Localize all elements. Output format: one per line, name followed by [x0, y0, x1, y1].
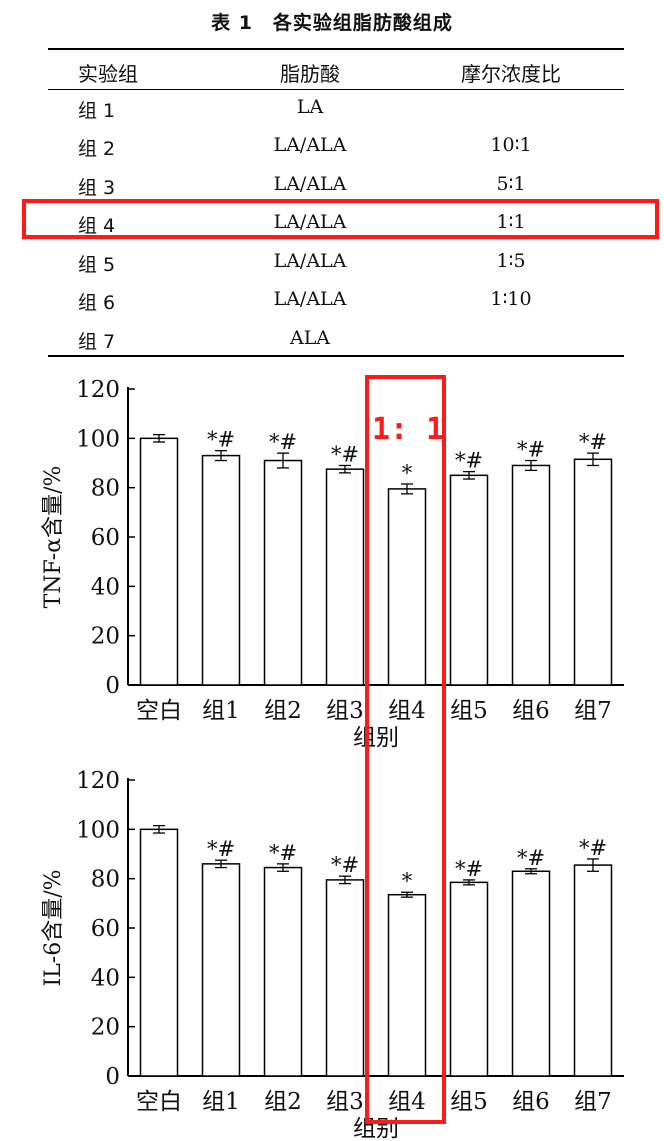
significance-label: *#	[579, 836, 607, 860]
x-tick-label: 组1	[202, 698, 240, 724]
bar	[387, 488, 427, 686]
y-tick-label: 60	[91, 525, 120, 551]
y-tick-label: 120	[76, 768, 120, 794]
table-cell-group: 组 6	[78, 292, 116, 314]
x-axis-label: 组别	[353, 725, 399, 751]
y-tick-label: 80	[91, 476, 120, 502]
significance-label: *#	[269, 841, 297, 865]
bar	[511, 870, 551, 1077]
table-cell-fatty-acid: LA/ALA	[273, 250, 347, 272]
table-cell-ratio: 1∶10	[490, 288, 532, 310]
table-cell-group: 组 3	[78, 177, 116, 199]
y-axis-label: IL-6含量/%	[41, 869, 66, 986]
table-cell-fatty-acid: LA/ALA	[273, 288, 347, 310]
table-title: 表 1 各实验组脂肪酸组成	[211, 12, 453, 34]
table-header-rule	[48, 89, 624, 90]
significance-label: *	[402, 461, 413, 485]
x-tick-label: 组1	[202, 1089, 240, 1115]
table-bottom-rule	[48, 355, 624, 357]
significance-label: *#	[455, 449, 483, 473]
significance-label: *#	[517, 846, 545, 870]
il6-chart: 0 20 40 60 80 100 120 IL-6含量/% 空白 *# 组1 *# 组2 *# 组3 * 组4…	[41, 768, 624, 1141]
table-cell-group: 组 4	[78, 215, 116, 237]
bar	[139, 828, 179, 1077]
y-tick-label: 40	[91, 574, 120, 600]
highlight-label: 1: 1	[372, 412, 445, 447]
bar	[201, 863, 241, 1077]
y-tick-label: 100	[76, 426, 120, 452]
table-cell-group: 组 5	[78, 254, 116, 276]
bar	[573, 458, 613, 686]
table-header-ratio: 摩尔浓度比	[461, 62, 561, 86]
table-top-rule	[48, 48, 624, 50]
significance-label: *#	[331, 442, 359, 466]
table-cell-ratio: 10∶1	[490, 134, 532, 156]
significance-label: *#	[331, 853, 359, 877]
x-tick-label: 组5	[450, 698, 488, 724]
y-axis-label: TNF-α含量/%	[41, 466, 66, 609]
x-tick-label: 组6	[512, 698, 550, 724]
x-tick-label: 组3	[326, 698, 364, 724]
significance-label: *	[402, 869, 413, 893]
y-tick-label: 20	[91, 1015, 120, 1041]
significance-label: *#	[455, 857, 483, 881]
y-tick-label: 100	[76, 817, 120, 843]
table-cell-fatty-acid: ALA	[289, 327, 331, 349]
x-tick-label: 组2	[264, 1089, 302, 1115]
bar	[573, 864, 613, 1077]
table-cell-fatty-acid: LA	[296, 96, 324, 118]
table-cell-ratio: 1∶1	[496, 211, 526, 233]
table-header-group: 实验组	[78, 62, 138, 86]
x-tick-label: 组4	[388, 1089, 426, 1115]
bar	[263, 866, 303, 1077]
table-cell-group: 组 1	[78, 100, 116, 122]
significance-label: *#	[207, 837, 235, 861]
table-cell-fatty-acid: LA/ALA	[273, 211, 347, 233]
bar	[263, 459, 303, 686]
bar	[387, 893, 427, 1077]
x-tick-label: 组6	[512, 1089, 550, 1115]
table-cell-ratio: 5∶1	[496, 173, 526, 195]
x-tick-label: 组7	[574, 698, 612, 724]
table-cell-fatty-acid: LA/ALA	[273, 173, 347, 195]
y-tick-label: 60	[91, 916, 120, 942]
x-tick-label: 组4	[388, 698, 426, 724]
highlight-group4-box	[365, 375, 446, 1124]
y-tick-label: 0	[105, 673, 120, 699]
bar	[139, 437, 179, 686]
bar	[449, 881, 489, 1077]
x-tick-label: 空白	[136, 1089, 182, 1115]
y-tick-label: 20	[91, 624, 120, 650]
tnf-alpha-chart: 0 20 40 60 80 100 120 TNF-α含量/% 空白 *# 组1 *# 组2 *# 组3 * 组…	[41, 377, 624, 751]
y-tick-label: 120	[76, 377, 120, 403]
x-tick-label: 组7	[574, 1089, 612, 1115]
bar	[325, 879, 365, 1077]
y-tick-label: 40	[91, 965, 120, 991]
significance-label: *#	[269, 430, 297, 454]
y-tick-label: 0	[105, 1064, 120, 1090]
bar	[201, 454, 241, 686]
y-tick-label: 80	[91, 867, 120, 893]
x-tick-label: 空白	[136, 698, 182, 724]
x-tick-label: 组5	[450, 1089, 488, 1115]
significance-label: *#	[517, 438, 545, 462]
highlight-row-box	[22, 199, 659, 239]
significance-label: *#	[207, 428, 235, 452]
table-cell-ratio: 1∶5	[496, 250, 526, 272]
table-header-fatty-acid: 脂肪酸	[280, 62, 340, 86]
x-tick-label: 组2	[264, 698, 302, 724]
bar	[511, 464, 551, 686]
bar	[325, 468, 365, 686]
table-cell-group: 组 2	[78, 138, 116, 160]
table-cell-fatty-acid: LA/ALA	[273, 134, 347, 156]
x-tick-label: 组3	[326, 1089, 364, 1115]
bar	[449, 474, 489, 686]
table-cell-group: 组 7	[78, 331, 116, 353]
significance-label: *#	[579, 430, 607, 454]
